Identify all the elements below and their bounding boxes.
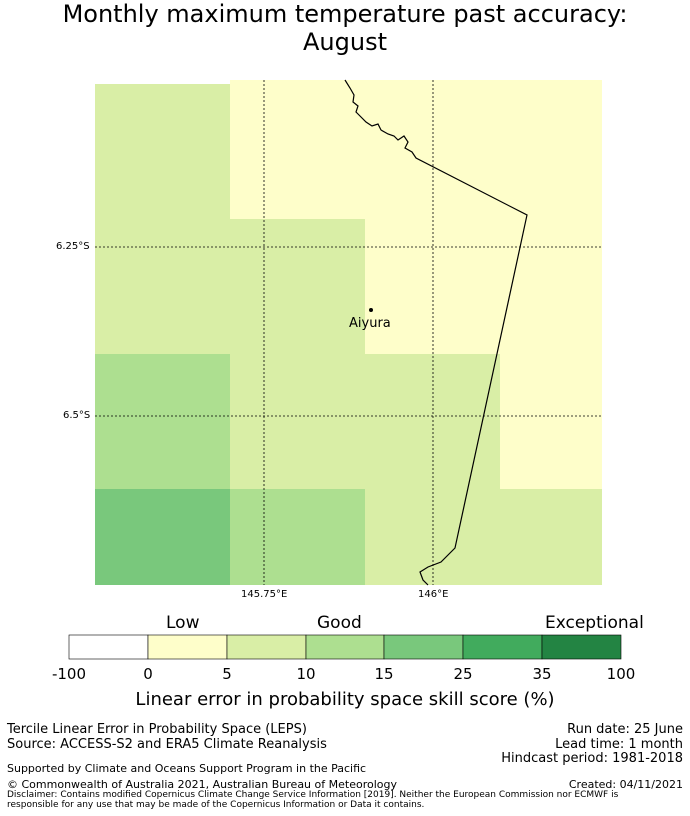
lon-label-145-75: 145.75°E	[241, 589, 288, 600]
colorbar-tick-minus-100: -100	[51, 665, 87, 683]
place-label-aiyura: Aiyura	[349, 316, 391, 331]
lead-time-text: Lead time: 1 month	[555, 737, 683, 752]
colorbar-category-low: Low	[166, 613, 200, 633]
lon-label-146: 146°E	[418, 589, 449, 600]
grid-cell	[500, 354, 602, 489]
colorbar	[68, 634, 622, 660]
colorbar-segment	[541, 634, 622, 660]
colorbar-category-good: Good	[317, 613, 362, 633]
grid-cell	[95, 354, 230, 489]
colorbar-title: Linear error in probability space skill …	[135, 689, 555, 710]
grid-cell	[500, 80, 602, 219]
colorbar-segment	[383, 634, 464, 660]
aiyura-marker	[369, 308, 373, 312]
grid-cell	[365, 219, 500, 354]
grid-cell	[95, 219, 230, 354]
colorbar-tick-0: 0	[143, 665, 153, 683]
lat-label-6-5: 6.5°S	[63, 410, 91, 421]
colorbar-segment	[462, 634, 543, 660]
grid-cells	[95, 80, 602, 585]
grid-cell	[230, 80, 365, 219]
grid-cell	[365, 354, 500, 489]
boundary-line	[344, 79, 528, 586]
grid-cell	[230, 489, 365, 585]
colorbar-category-exceptional: Exceptional	[545, 613, 644, 633]
grid-cell	[500, 219, 602, 354]
colorbar-segment	[305, 634, 385, 660]
source-text: Source: ACCESS-S2 and ERA5 Climate Reana…	[7, 737, 327, 752]
supported-text: Supported by Climate and Oceans Support …	[7, 762, 367, 775]
lat-label-6-25: 6.25°S	[56, 241, 90, 252]
colorbar-tick-15: 15	[374, 665, 394, 683]
colorbar-tick-10: 10	[296, 665, 316, 683]
created-text: Created: 04/11/2021	[568, 778, 683, 791]
disclaimer-text: Disclaimer: Contains modified Copernicus…	[7, 790, 619, 810]
colorbar-segment	[226, 634, 307, 660]
colorbar-segment	[68, 634, 149, 660]
hindcast-text: Hindcast period: 1981-2018	[501, 751, 683, 766]
grid-cell	[365, 489, 500, 585]
colorbar-segment	[147, 634, 228, 660]
map-title-line-1: Monthly maximum temperature past accurac…	[62, 0, 628, 28]
colorbar-tick-25: 25	[453, 665, 473, 683]
grid-cell	[230, 219, 365, 354]
colorbar-tick-5: 5	[222, 665, 232, 683]
grid-cell	[230, 354, 365, 489]
grid-cell	[365, 80, 500, 219]
skill-map	[95, 79, 602, 586]
grid-cell	[95, 489, 230, 585]
map-title-line-2: August	[303, 28, 387, 56]
method-text: Tercile Linear Error in Probability Spac…	[7, 722, 307, 737]
grid-cell	[500, 489, 602, 585]
colorbar-tick-100: 100	[606, 665, 636, 683]
grid-cell	[95, 84, 230, 219]
run-date-text: Run date: 25 June	[567, 722, 683, 737]
colorbar-tick-35: 35	[532, 665, 552, 683]
copyright-text: © Commonwealth of Australia 2021, Austra…	[7, 778, 397, 791]
